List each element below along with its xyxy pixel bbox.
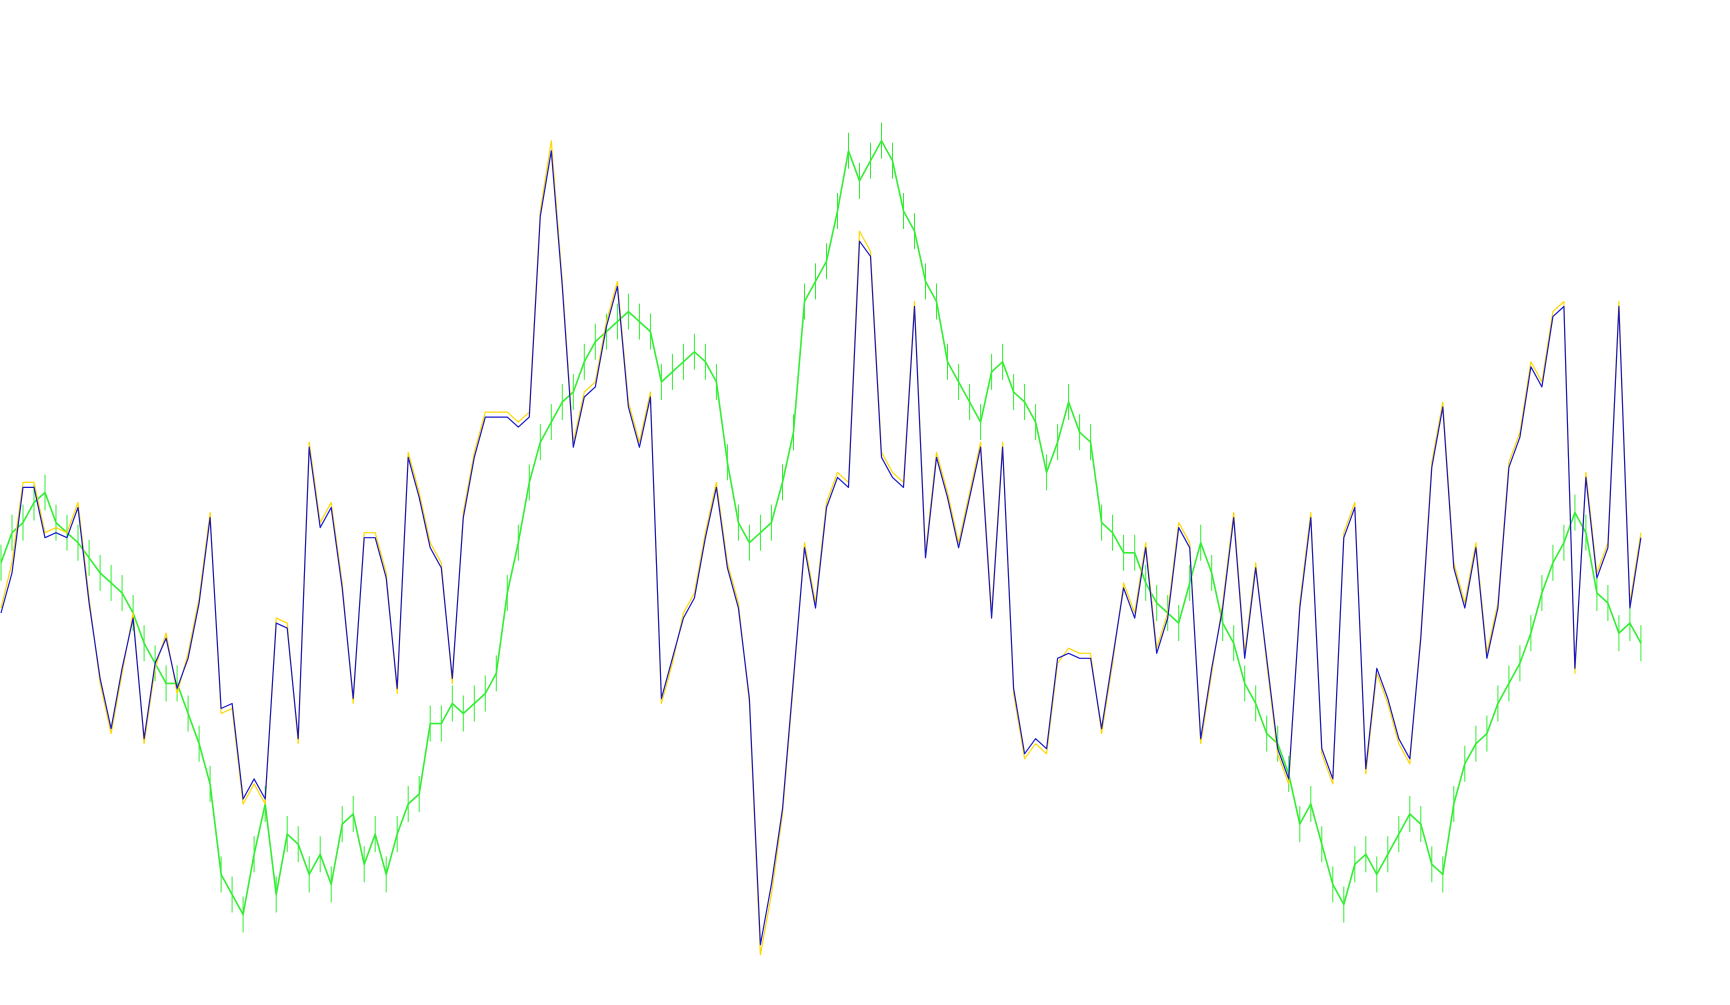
series-layer: [0, 122, 1642, 956]
series-line-3: [0, 139, 1642, 916]
series-line-2: [0, 150, 1642, 946]
